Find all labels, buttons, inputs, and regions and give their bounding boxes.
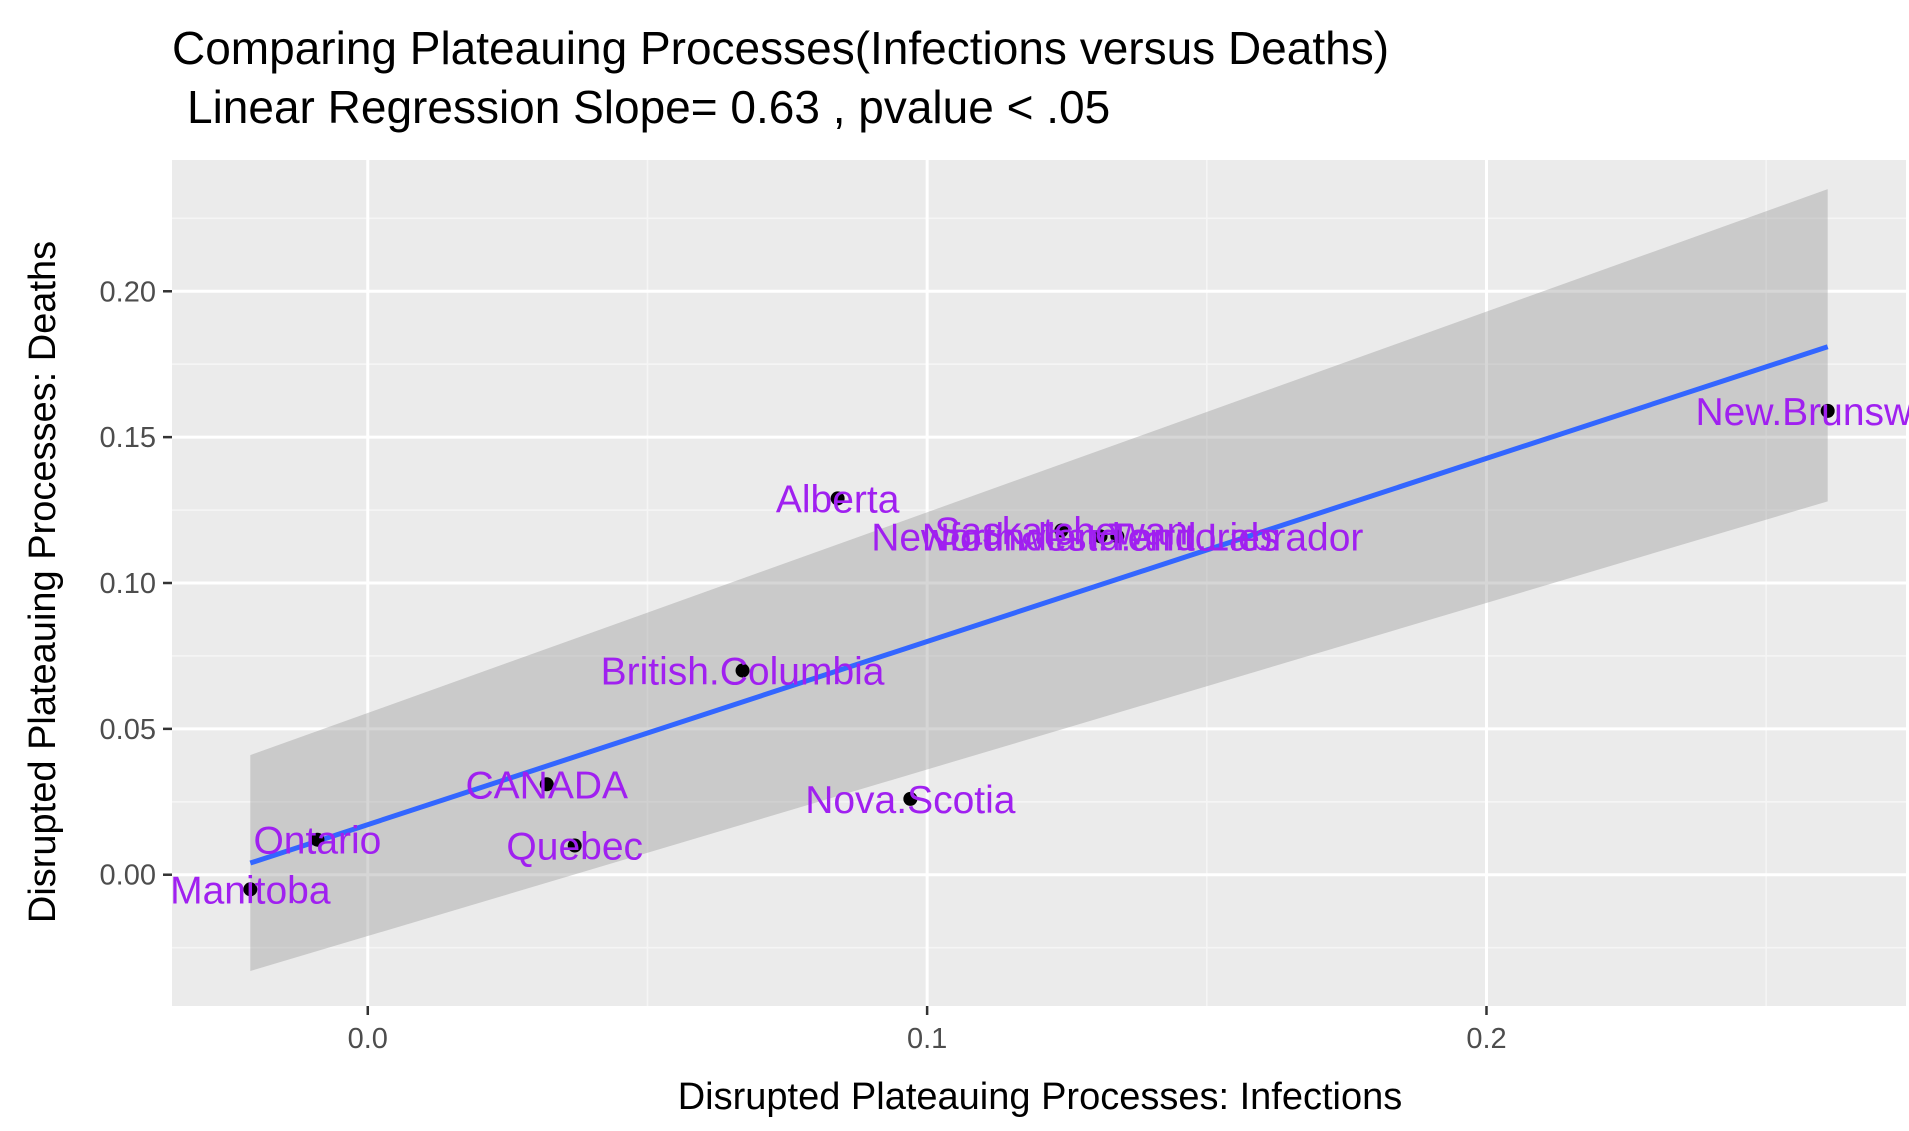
point-label: Alberta (776, 478, 900, 521)
x-axis-title: Disrupted Plateauing Processes: Infectio… (678, 1076, 1403, 1118)
axis-ticks: 0.0 0.1 0.2 0.00 0.05 0.10 0.15 0.20 (100, 276, 1507, 1055)
data-point (1054, 523, 1069, 538)
data-point (735, 663, 750, 678)
data-point (243, 882, 258, 897)
data-point (903, 791, 918, 806)
point-label: Northwest.Territories (922, 516, 1280, 559)
confidence-band-layer (250, 189, 1828, 971)
point-label: New.Brunswick (1695, 391, 1909, 434)
point-label: Nova.Scotia (805, 779, 1016, 822)
regression-line (249, 344, 1829, 866)
confidence-band (250, 189, 1828, 971)
y-tick-label: 0.10 (100, 568, 156, 600)
data-point (1110, 529, 1125, 544)
data-point (539, 777, 554, 792)
point-label: CANADA (465, 764, 628, 807)
x-tick-label: 0.1 (907, 1023, 947, 1055)
y-axis-title: Disrupted Plateauing Processes: Deaths (22, 241, 64, 923)
point-label: Quebec (506, 826, 643, 869)
data-point (1093, 529, 1108, 544)
y-tick-label: 0.00 (100, 860, 156, 892)
y-tick-label: 0.15 (100, 422, 156, 454)
point-label: Manitoba (170, 869, 331, 912)
point-labels-layer: Manitoba Ontario CANADA Quebec British.Colum… (170, 391, 1909, 912)
chart-subtitle: Linear Regression Slope= 0.63 , pvalue <… (187, 81, 1110, 133)
x-tick-label: 0.2 (1466, 1023, 1506, 1055)
regression-line-layer (249, 344, 1829, 866)
data-point (830, 491, 845, 506)
point-label: Saskatchewan (935, 510, 1189, 553)
point-label: Ontario (253, 820, 381, 863)
data-point (310, 832, 325, 847)
data-point (1820, 403, 1835, 418)
y-tick-label: 0.05 (100, 714, 156, 746)
point-label: British.Columbia (601, 651, 885, 694)
points-layer (243, 403, 1835, 897)
data-point (567, 838, 582, 853)
chart-title: Comparing Plateauing Processes(Infection… (172, 22, 1389, 74)
grid-lines (172, 160, 1906, 1006)
point-label: Newfoundland.and.Labrador (871, 516, 1363, 559)
y-tick-label: 0.20 (100, 276, 156, 308)
x-tick-label: 0.0 (348, 1023, 388, 1055)
